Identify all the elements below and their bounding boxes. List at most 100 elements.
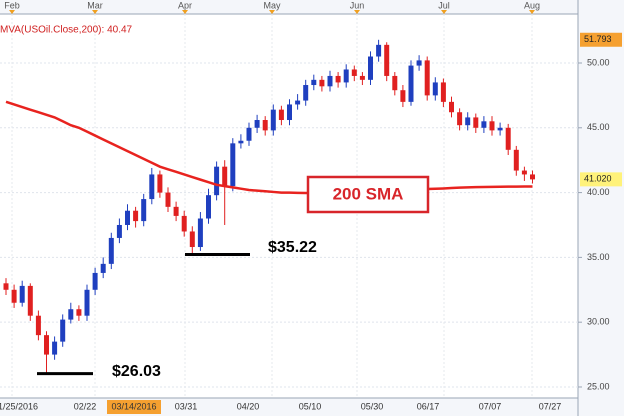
month-marker <box>9 10 15 14</box>
candle-body <box>246 127 252 141</box>
month-marker <box>269 10 275 14</box>
candle-body <box>343 69 349 83</box>
month-label: May <box>263 0 281 10</box>
candle-body <box>408 65 414 102</box>
annotation-label: $35.22 <box>268 239 317 256</box>
month-label: Feb <box>4 0 20 10</box>
y-tick-label: 45.00 <box>587 122 610 132</box>
candle-body <box>108 237 114 264</box>
candle-body <box>400 90 406 102</box>
candle-body <box>60 319 66 342</box>
price-marker <box>580 172 622 187</box>
candle-body <box>489 121 495 131</box>
y-tick-label: 25.00 <box>587 381 610 391</box>
candle-body <box>133 210 139 222</box>
candle-body <box>376 44 382 57</box>
candle-body <box>473 117 479 128</box>
candle-body <box>368 56 373 80</box>
candle-body <box>165 192 171 207</box>
candle-body <box>335 75 341 83</box>
candle-body <box>319 79 325 87</box>
month-marker <box>441 10 447 14</box>
candle-body <box>432 82 438 96</box>
candle-body <box>149 174 155 200</box>
candle-body <box>206 195 211 219</box>
x-tick-label: 02/22 <box>74 401 97 411</box>
candle-body <box>270 109 276 131</box>
candle-body <box>197 218 203 248</box>
candle-body <box>416 60 422 66</box>
y-tick-label: 40.00 <box>587 187 610 197</box>
x-tick-label: 04/20 <box>237 401 260 411</box>
price-axis-bg <box>578 0 624 416</box>
candle-body <box>173 206 179 216</box>
x-tick-label: 05/10 <box>299 401 322 411</box>
candle-body <box>230 143 236 187</box>
y-tick-label: 35.00 <box>587 252 610 262</box>
candle-body <box>19 285 25 303</box>
candle-body <box>181 215 187 232</box>
candle-body <box>278 109 284 121</box>
candle-body <box>440 82 446 102</box>
x-tick-label: 06/17 <box>417 401 440 411</box>
candle-body <box>254 120 260 128</box>
price-marker-label: 41.020 <box>584 174 612 184</box>
month-label: Apr <box>178 0 192 10</box>
month-marker <box>529 10 535 14</box>
candle-body <box>359 75 365 80</box>
candle-body <box>311 79 317 86</box>
candle-body <box>449 101 454 113</box>
x-tick-label: 05/30 <box>361 401 384 411</box>
candle-body <box>116 224 122 238</box>
candle-body <box>27 285 33 316</box>
candle-body <box>238 140 244 144</box>
sma-callout-box <box>306 175 430 214</box>
price-marker <box>580 32 622 47</box>
candle-body <box>214 166 220 196</box>
x-tick-label: 03/31 <box>175 401 198 411</box>
candle-body <box>35 315 41 336</box>
candle-body <box>465 117 471 126</box>
price-marker-label: 51.793 <box>584 34 612 44</box>
month-label: Jul <box>438 0 450 10</box>
sma-line <box>5 100 533 195</box>
candle-body <box>11 289 17 303</box>
candle-body <box>100 263 106 273</box>
candle-body <box>295 100 301 105</box>
candle-body <box>84 289 90 316</box>
candle-body <box>530 174 535 180</box>
y-tick-label: 50.00 <box>587 57 610 67</box>
x-tick-label: 07/27 <box>539 401 562 411</box>
candle-body <box>157 174 163 193</box>
candle-body <box>68 309 74 320</box>
month-marker <box>354 10 360 14</box>
month-label: Aug <box>524 0 540 10</box>
candle-body <box>52 341 58 355</box>
candle-body <box>505 127 511 150</box>
candle-body <box>189 231 195 248</box>
date-highlight <box>107 400 161 414</box>
x-tick-label: 1/25/2016 <box>0 401 38 411</box>
candle-body <box>92 272 98 290</box>
candle-body <box>3 283 9 290</box>
candle-body <box>521 170 527 175</box>
candle-body <box>44 335 49 355</box>
candle-body <box>287 104 292 121</box>
month-marker <box>182 10 188 14</box>
candle-body <box>76 309 82 316</box>
x-tick-label: 07/07 <box>479 401 502 411</box>
candle-body <box>392 75 398 91</box>
month-label: Jun <box>350 0 365 10</box>
month-marker <box>92 10 98 14</box>
x-tick-label: 03/14/2016 <box>111 401 156 411</box>
sma-callout: 200 SMA <box>333 184 404 203</box>
y-tick-label: 30.00 <box>587 317 610 327</box>
candle-body <box>424 60 430 96</box>
candle-body <box>125 210 130 225</box>
candle-body <box>222 166 228 187</box>
month-label: Mar <box>87 0 103 10</box>
candle-body <box>327 75 333 87</box>
candle-body <box>497 127 503 131</box>
candle-body <box>141 199 147 222</box>
